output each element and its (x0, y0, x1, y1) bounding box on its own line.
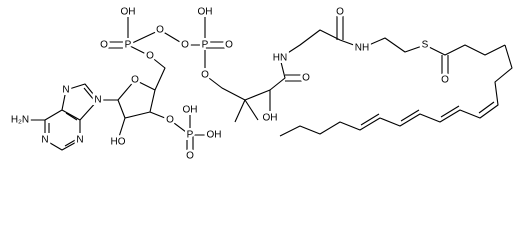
bond (64, 138, 78, 147)
atom-label: S (422, 40, 429, 51)
atom-label: OH (121, 7, 136, 18)
atom-label: N (76, 135, 83, 146)
atom-label: O (302, 73, 310, 84)
atom-label: O (225, 40, 233, 51)
atom-label: OH (263, 113, 278, 124)
atom-label: P (187, 130, 194, 141)
atom-label: H₂N (11, 115, 29, 126)
atom-label: OH (198, 7, 213, 18)
bond (244, 99, 259, 121)
bonds (22, 15, 513, 158)
atom-label: N (62, 85, 69, 96)
structure-diagram: H₂N N N N N O HO O P O OH OH O P OH O O … (8, 4, 513, 163)
bond (117, 79, 156, 119)
bond (478, 101, 495, 114)
atom-label: O (336, 7, 344, 18)
atom-label: HO (111, 137, 126, 148)
atom-label: O (201, 70, 209, 81)
atom-labels: H₂N N N N N O HO O P O OH OH O P OH O O … (8, 4, 451, 163)
atom-label: N (41, 135, 48, 146)
atom-label: O (441, 75, 449, 86)
atom-label: NH (355, 43, 369, 54)
atom-label: O (146, 51, 154, 62)
atom-label: HN (273, 53, 287, 64)
bond (117, 117, 126, 141)
page: H₂N N N N N O HO O P O OH OH O P OH O O … (8, 4, 513, 163)
atom-label: P (125, 40, 132, 51)
bond (83, 87, 95, 101)
atom-label: O (100, 40, 108, 51)
bond (234, 99, 246, 123)
bond (360, 113, 380, 126)
bond (149, 111, 212, 136)
bond (400, 109, 420, 122)
bond (204, 29, 506, 101)
atom-label: OH (183, 105, 198, 116)
atom-label: OH (207, 130, 222, 141)
bond (127, 29, 205, 91)
bond (65, 112, 78, 121)
bond (440, 105, 460, 118)
atom-label: O (166, 115, 174, 126)
atom-label: O (156, 25, 164, 36)
bond (61, 83, 99, 121)
atom-label: O (186, 151, 194, 162)
atom-label: O (181, 40, 189, 51)
atom-label: N (94, 95, 101, 106)
atom-label: O (131, 75, 139, 86)
atom-label: P (202, 40, 209, 51)
bond (22, 109, 81, 151)
bond (279, 44, 513, 137)
